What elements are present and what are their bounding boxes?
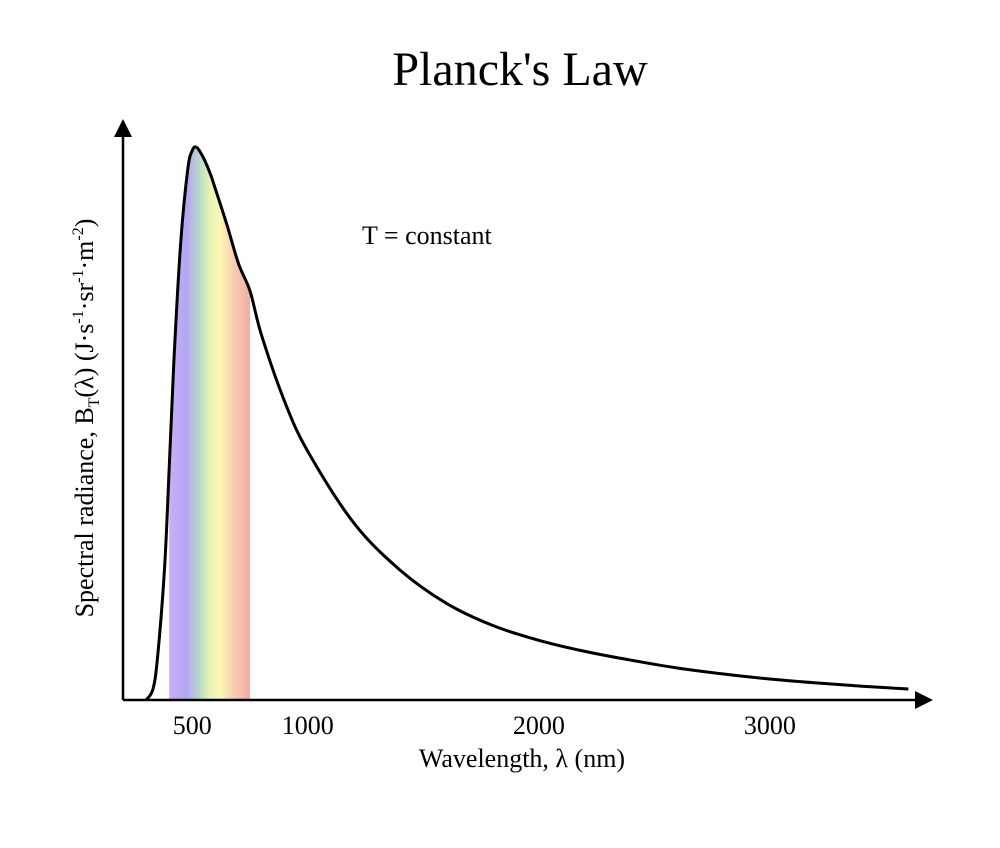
radiance-curve: [144, 145, 909, 701]
x-axis-label: Wavelength, λ (nm): [419, 744, 625, 773]
y-axis-arrow-icon: [114, 119, 132, 137]
y-axis: [114, 119, 132, 700]
y-axis-label: Spectral radiance, BT(λ) (J·s-1·sr-1·m-2…: [70, 219, 103, 618]
x-tick-label-500: 500: [173, 711, 212, 740]
visible-spectrum-band: [169, 146, 251, 700]
chart-title: Planck's Law: [392, 43, 648, 96]
x-axis-arrow-icon: [915, 691, 933, 709]
x-tick-label-2000: 2000: [513, 711, 565, 740]
x-tick-label-1000: 1000: [282, 711, 334, 740]
x-tick-label-3000: 3000: [744, 711, 796, 740]
x-tick-labels: 500 1000 2000 3000: [173, 711, 796, 740]
temperature-annotation: T = constant: [362, 221, 492, 250]
x-axis: [123, 691, 933, 709]
